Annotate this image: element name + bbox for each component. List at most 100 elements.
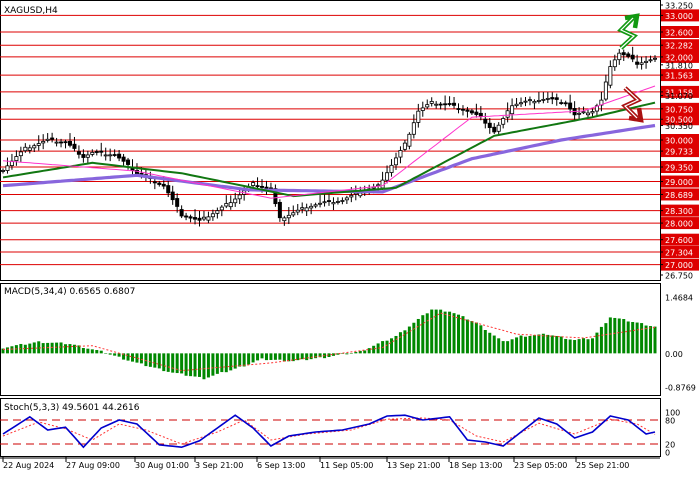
candle-body xyxy=(219,206,224,211)
candle-body xyxy=(559,102,564,104)
macd-histogram-bar xyxy=(184,353,188,376)
price-tick-label: 30.350 xyxy=(665,122,693,131)
price-tick-label: 29.350 xyxy=(665,164,693,173)
macd-histogram-bar xyxy=(425,313,429,354)
candle-body xyxy=(568,102,573,110)
macd-histogram-bar xyxy=(55,342,59,354)
candle-body xyxy=(385,172,390,181)
candle-body xyxy=(72,143,77,149)
candle-body xyxy=(438,103,443,106)
macd-histogram-bar xyxy=(28,343,32,354)
candle-body xyxy=(648,59,653,62)
macd-histogram-bar xyxy=(537,334,541,354)
candle-body xyxy=(532,100,537,104)
macd-histogram-bar xyxy=(394,335,398,354)
macd-histogram-bar xyxy=(99,350,103,354)
macd-histogram-bar xyxy=(434,309,438,354)
candle-body xyxy=(483,118,488,124)
candle-body xyxy=(27,147,32,151)
candle-body xyxy=(496,124,501,132)
macd-histogram-bar xyxy=(309,353,313,360)
candle-body xyxy=(452,102,457,106)
macd-histogram-bar xyxy=(233,353,237,369)
macd-histogram-bar xyxy=(273,353,277,360)
candle-body xyxy=(443,103,448,106)
macd-histogram-bar xyxy=(349,353,353,354)
macd-histogram-bar xyxy=(640,323,644,354)
stoch-tick-label: 0 xyxy=(665,449,670,458)
macd-histogram-bar xyxy=(523,336,527,354)
candle-body xyxy=(161,183,166,187)
macd-histogram-bar xyxy=(77,345,81,354)
candle-body xyxy=(228,202,233,208)
macd-histogram-bar xyxy=(238,353,242,367)
macd-histogram-bar xyxy=(573,340,577,354)
macd-histogram-bar xyxy=(193,353,197,377)
macd-histogram-bar xyxy=(327,353,331,358)
candle-body xyxy=(617,52,622,61)
candle-body xyxy=(224,203,229,207)
macd-histogram-bar xyxy=(139,353,143,364)
candle-body xyxy=(501,118,506,125)
macd-histogram-bar xyxy=(421,315,425,354)
candle-body xyxy=(639,62,644,65)
candle-body xyxy=(309,205,314,209)
macd-histogram-bar xyxy=(363,350,367,354)
candle-body xyxy=(255,185,260,188)
macd-histogram-bar xyxy=(448,311,452,354)
macd-histogram-bar xyxy=(64,344,68,354)
time-tick-label: 27 Aug 09:00 xyxy=(66,461,120,470)
macd-histogram-bar xyxy=(175,353,179,374)
candle-body xyxy=(201,216,206,220)
price-tick-label: 31.810 xyxy=(665,61,693,70)
candle-body xyxy=(179,209,184,217)
candle-body xyxy=(586,112,591,116)
macd-tick-label: 1.4684 xyxy=(665,294,693,303)
pane-frame-1 xyxy=(0,283,661,396)
macd-signal-line xyxy=(2,312,656,372)
symbol-title: XAGUSD,H4 xyxy=(4,6,58,16)
macd-histogram-bar xyxy=(416,318,420,354)
price-label-bg xyxy=(661,145,699,158)
candle-body xyxy=(67,141,72,146)
price-label-bg xyxy=(661,85,699,98)
candle-body xyxy=(344,197,349,201)
price-label-bg xyxy=(661,233,699,246)
macd-histogram-bar xyxy=(59,342,63,354)
candle-body xyxy=(398,150,403,158)
candle-body xyxy=(206,216,211,221)
macd-histogram-bar xyxy=(247,353,251,365)
macd-histogram-bar xyxy=(488,332,492,354)
candle-body xyxy=(411,122,416,135)
time-tick-label: 30 Aug 01:00 xyxy=(135,461,189,470)
macd-histogram-bar xyxy=(68,344,72,354)
macd-histogram-bar xyxy=(318,353,322,358)
candle-body xyxy=(492,126,497,133)
macd-histogram-bar xyxy=(37,341,41,354)
macd-histogram-bar xyxy=(635,322,639,354)
macd-histogram-bar xyxy=(336,353,340,355)
candle-body xyxy=(429,101,434,104)
macd-histogram-bar xyxy=(340,353,344,354)
macd-histogram-bar xyxy=(479,325,483,354)
macd-histogram-bar xyxy=(166,353,170,372)
price-tick-label: 27.304 xyxy=(665,248,693,257)
macd-histogram-bar xyxy=(555,335,559,354)
candle-body xyxy=(541,98,546,101)
macd-histogram-bar xyxy=(108,353,112,355)
candle-body xyxy=(121,156,126,162)
macd-histogram-bar xyxy=(81,348,85,354)
macd-histogram-bar xyxy=(532,335,536,354)
price-label-bg xyxy=(661,134,699,146)
macd-histogram-bar xyxy=(398,332,402,354)
price-label-bg xyxy=(661,102,699,115)
candle-body xyxy=(184,215,189,218)
price-label-bg xyxy=(661,175,699,188)
price-tick-label: 27.600 xyxy=(665,236,693,245)
stoch-tick-label: 20 xyxy=(665,441,675,450)
candle-body xyxy=(626,53,631,57)
candle-body xyxy=(103,154,108,157)
time-tick-label: 22 Aug 2024 xyxy=(3,461,54,470)
candle-body xyxy=(210,213,215,218)
